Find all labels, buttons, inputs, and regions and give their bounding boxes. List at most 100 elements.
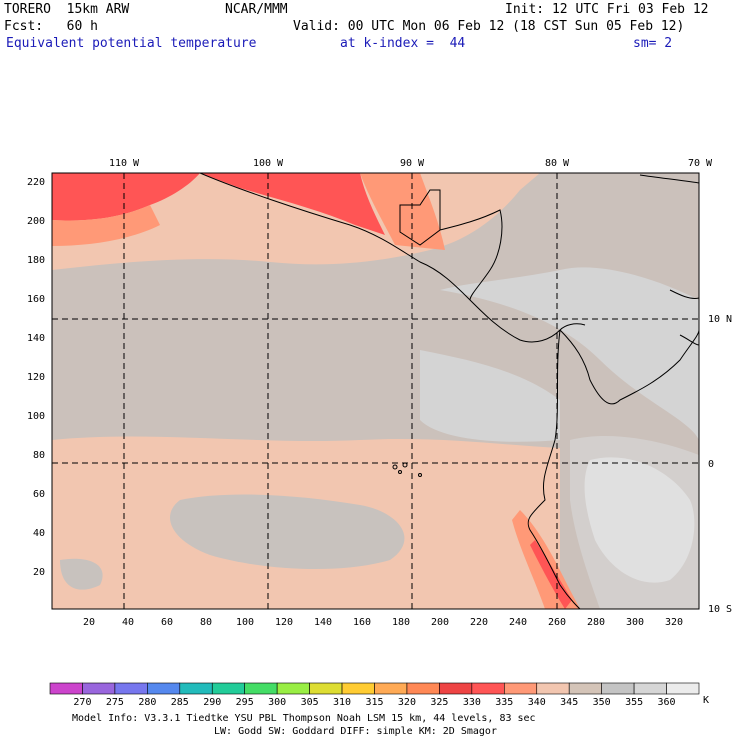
colorbar-label: 295: [236, 697, 254, 708]
colorbar: [49, 682, 700, 695]
field-mexico-warm: [200, 173, 385, 235]
field-nw-warm: [52, 173, 200, 221]
field-south-patch-1: [170, 494, 405, 570]
colorbar-swatch: [406, 682, 440, 695]
colorbar-label: 305: [301, 697, 319, 708]
colorbar-swatch: [568, 682, 602, 695]
colorbar-label: 270: [73, 697, 91, 708]
init-time: Init: 12 UTC Fri 03 Feb 12: [505, 2, 709, 17]
colorbar-swatch: [374, 682, 408, 695]
lon-label-100w: 100 W: [253, 158, 284, 169]
x-tick: 40: [122, 617, 134, 628]
lon-label-70w: 70 W: [688, 158, 713, 169]
colorbar-label: 330: [463, 697, 481, 708]
field-nw-warm-2: [52, 205, 160, 246]
field-andes-hot: [530, 540, 572, 609]
colorbar-label: 285: [171, 697, 189, 708]
y-tick: 20: [33, 567, 45, 578]
field-amazon-mid: [570, 435, 699, 609]
lon-label-110w: 110 W: [109, 158, 140, 169]
colorbar-swatch: [439, 682, 473, 695]
colorbar-label: 325: [430, 697, 448, 708]
x-tick: 120: [275, 617, 293, 628]
lat-label-10n: 10 N: [708, 314, 732, 325]
level-label: at k-index = 44: [340, 36, 466, 51]
x-tick: 320: [665, 617, 683, 628]
y-tick: 40: [33, 528, 45, 539]
colorbar-swatch: [471, 682, 505, 695]
colorbar-label: 355: [625, 697, 643, 708]
colorbar-label: 350: [593, 697, 611, 708]
footer-physics-info: LW: Godd SW: Goddard DIFF: simple KM: 2D…: [214, 726, 497, 737]
x-tick: 220: [470, 617, 488, 628]
colorbar-label: 340: [528, 697, 546, 708]
lat-lon-grid: [52, 173, 699, 609]
colorbar-swatch: [633, 682, 667, 695]
x-tick: 100: [236, 617, 254, 628]
field-south-patch-2: [60, 558, 103, 590]
colorbar-swatch: [211, 682, 246, 695]
galapagos-island: [398, 470, 402, 474]
footer-model-info: Model Info: V3.3.1 Tiedtke YSU PBL Thomp…: [72, 713, 536, 724]
colorbar-label: 335: [495, 697, 513, 708]
lon-label-90w: 90 W: [400, 158, 425, 169]
map-border: [51, 172, 700, 610]
x-tick: 80: [200, 617, 212, 628]
y-tick: 120: [27, 372, 45, 383]
colorbar-unit: K: [703, 695, 709, 706]
colorbar-label: 320: [398, 697, 416, 708]
colorbar-label: 290: [203, 697, 221, 708]
x-tick: 160: [353, 617, 371, 628]
colorbar-swatch: [601, 682, 635, 695]
colorbar-label: 310: [333, 697, 351, 708]
x-tick: 180: [392, 617, 410, 628]
lon-label-80w: 80 W: [545, 158, 570, 169]
x-tick: 280: [587, 617, 605, 628]
y-tick: 180: [27, 255, 45, 266]
colorbar-swatch: [114, 682, 148, 695]
colorbar-labels: 270 275 280 285 290 295 300 305 310 315 320 325 330 3…: [73, 697, 675, 708]
valid-time: Valid: 00 UTC Mon 06 Feb 12 (18 CST Sun …: [293, 19, 685, 34]
x-tick: 240: [509, 617, 527, 628]
colorbar-swatch: [666, 682, 700, 695]
colorbar-swatch: [536, 682, 570, 695]
y-tick: 220: [27, 177, 45, 188]
colorbar-label: 345: [560, 697, 578, 708]
x-tick: 260: [548, 617, 566, 628]
x-tick: 60: [161, 617, 173, 628]
colorbar-swatch: [341, 682, 375, 695]
center-name: NCAR/MMM: [225, 2, 288, 17]
x-tick: 300: [626, 617, 644, 628]
colorbar-label: 315: [365, 697, 383, 708]
galapagos-island: [392, 464, 398, 470]
colorbar-swatch: [276, 682, 310, 695]
colorbar-swatch: [244, 682, 278, 695]
colorbar-label: 300: [268, 697, 286, 708]
colorbar-swatch: [147, 682, 181, 695]
caribbean-outline: [639, 174, 699, 346]
central-america-outline: [199, 173, 586, 343]
field-name: Equivalent potential temperature: [6, 36, 257, 51]
y-tick: 200: [27, 216, 45, 227]
y-tick: 80: [33, 450, 45, 461]
colorbar-swatch: [82, 682, 116, 695]
x-tick: 140: [314, 617, 332, 628]
y-tick: 100: [27, 411, 45, 422]
south-america-outline: [527, 329, 699, 609]
lat-label-10s: 10 S: [708, 604, 732, 615]
colorbar-swatch: [503, 682, 538, 695]
x-tick: 20: [83, 617, 95, 628]
y-tick: 160: [27, 294, 45, 305]
colorbar-swatch: [179, 682, 213, 695]
field-layer: [52, 173, 699, 609]
x-tick: 200: [431, 617, 449, 628]
colorbar-swatch: [309, 682, 343, 695]
colorbar-label: 360: [658, 697, 676, 708]
lat-label-0: 0: [708, 459, 714, 470]
colorbar-label: 275: [106, 697, 124, 708]
field-mexico-warm-2: [360, 173, 445, 250]
y-tick: 60: [33, 489, 45, 500]
smoothing-label: sm= 2: [633, 36, 673, 51]
y-tick: 140: [27, 333, 45, 344]
